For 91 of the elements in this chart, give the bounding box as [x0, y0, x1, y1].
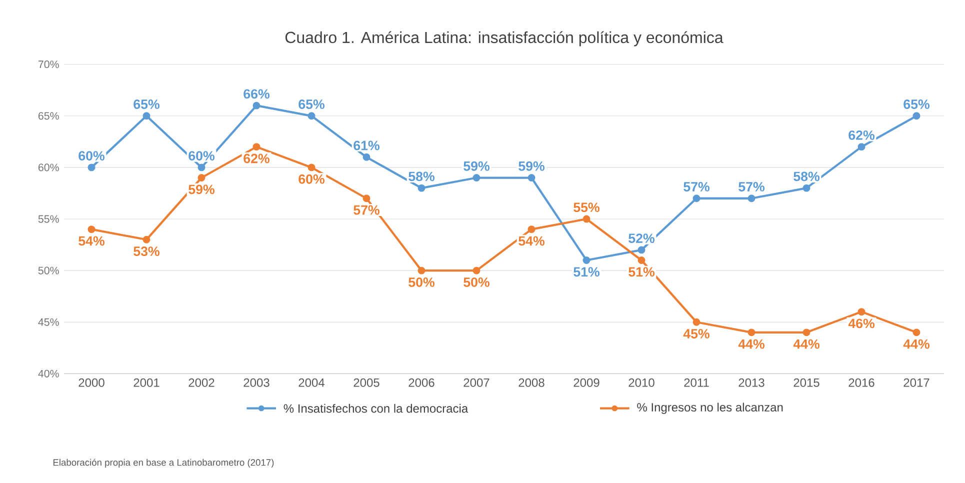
data-label: 51% — [574, 267, 600, 277]
data-label: 60% — [188, 151, 214, 161]
point — [748, 328, 756, 336]
data-label: 55% — [574, 202, 600, 212]
data-label: 58% — [408, 172, 434, 182]
point — [582, 256, 590, 264]
data-label: 44% — [903, 339, 930, 349]
x-tick-label: 2000 — [78, 378, 104, 387]
data-label: 44% — [793, 339, 820, 349]
data-label: 51% — [628, 267, 654, 277]
point — [912, 328, 920, 336]
data-label: 59% — [188, 184, 214, 194]
data-label: 54% — [518, 236, 544, 246]
point — [308, 164, 316, 172]
x-tick-label: 2006 — [408, 378, 434, 387]
x-tick-label: 2013 — [738, 378, 764, 387]
data-label: 65% — [134, 100, 160, 109]
data-label: 46% — [848, 318, 874, 328]
y-tick-label: 50% — [38, 266, 59, 274]
data-label: 61% — [354, 140, 380, 150]
point — [142, 236, 150, 244]
x-tick-label: 2004 — [298, 378, 324, 387]
point — [912, 112, 920, 120]
point — [692, 194, 700, 202]
data-label: 62% — [848, 130, 874, 140]
data-label: 57% — [684, 182, 710, 192]
point — [582, 215, 590, 223]
point — [198, 174, 206, 182]
data-label: 57% — [738, 182, 764, 192]
x-tick-label: 2009 — [574, 378, 600, 387]
x-tick-label: 2010 — [628, 378, 654, 387]
point — [252, 143, 260, 151]
point — [472, 266, 480, 274]
legend-label: % Ingresos no les alcanzan — [637, 402, 783, 414]
x-tick-label: 2016 — [848, 378, 874, 387]
point — [858, 143, 866, 151]
x-tick-label: 2007 — [464, 378, 490, 387]
data-label: 59% — [464, 161, 490, 171]
legend-label: % Insatisfechos con la democracia — [284, 404, 468, 413]
point — [362, 153, 370, 161]
y-tick-label: 40% — [38, 370, 59, 378]
x-tick-label: 2011 — [684, 378, 709, 387]
point — [252, 102, 260, 110]
x-tick-label: 2017 — [904, 378, 930, 387]
data-label: 53% — [134, 246, 160, 256]
point — [528, 226, 536, 234]
point — [858, 308, 866, 316]
point — [692, 318, 700, 326]
data-label: 54% — [78, 236, 104, 246]
point — [198, 164, 206, 172]
point — [308, 112, 316, 120]
x-tick-label: 2003 — [244, 378, 270, 387]
data-label: 50% — [464, 277, 490, 287]
text: Elaboración propia en base a Latinobarometro (2017) — [53, 458, 274, 468]
data-label: 65% — [904, 100, 930, 109]
point — [472, 174, 480, 182]
y-tick-label: 65% — [38, 112, 59, 120]
x-tick-label: 2015 — [794, 378, 820, 387]
point — [748, 194, 756, 202]
point — [418, 184, 426, 192]
data-label: 57% — [354, 205, 380, 215]
y-tick-label: 60% — [38, 164, 59, 172]
point — [802, 184, 810, 192]
data-label: 62% — [244, 154, 270, 164]
chart-title: Cuadro 1. América Latina: insatisfacción política y económica — [285, 31, 724, 46]
data-label: 66% — [244, 89, 270, 99]
point — [528, 174, 536, 182]
point — [142, 112, 150, 120]
y-tick-label: 55% — [38, 215, 59, 223]
data-label: 59% — [518, 161, 544, 171]
point — [638, 246, 646, 254]
x-tick-label: 2008 — [518, 378, 544, 387]
point — [362, 194, 370, 202]
x-tick-label: 2005 — [354, 378, 380, 387]
data-label: 60% — [78, 151, 104, 161]
point — [418, 266, 426, 274]
data-label: 50% — [408, 277, 434, 287]
data-label: 65% — [298, 100, 324, 109]
x-tick-label: 2001 — [134, 378, 160, 387]
point — [638, 256, 646, 264]
data-label: 45% — [683, 329, 710, 338]
data-label: 60% — [298, 174, 324, 184]
y-tick-label: 45% — [38, 318, 59, 326]
data-label: 58% — [794, 172, 820, 182]
data-label: 52% — [628, 234, 654, 243]
y-tick-label: 70% — [38, 60, 59, 68]
x-tick-label: 2002 — [188, 378, 214, 387]
data-label: 44% — [738, 339, 764, 349]
point — [88, 164, 96, 172]
point — [88, 226, 96, 234]
point — [802, 328, 810, 336]
